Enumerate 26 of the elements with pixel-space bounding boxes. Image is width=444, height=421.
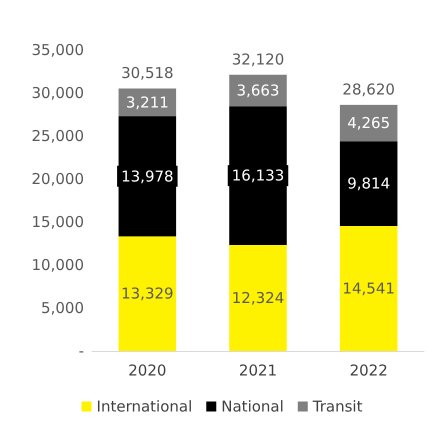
y-tick-label: 20,000 (32, 170, 84, 188)
y-tick-label: 10,000 (32, 256, 84, 274)
data-label: 12,324 (232, 289, 284, 308)
data-label: 3,211 (126, 93, 169, 112)
data-label: 14,541 (342, 279, 395, 298)
y-tick-label: 15,000 (32, 213, 84, 231)
y-tick-label: - (78, 342, 84, 360)
data-label: 9,814 (347, 174, 390, 193)
x-tick-label: 2021 (238, 362, 278, 380)
y-tick-label: 30,000 (32, 84, 84, 102)
x-tick-label: 2022 (350, 362, 388, 380)
data-label: 16,133 (232, 166, 284, 185)
y-tick-label: 25,000 (32, 127, 84, 145)
legend-label: Transit (312, 398, 363, 416)
x-tick-label: 2020 (128, 362, 166, 380)
data-label: 13,329 (121, 284, 174, 303)
total-label: 32,120 (232, 50, 284, 68)
legend-label: International (96, 398, 192, 416)
y-tick-label: 35,000 (32, 41, 84, 59)
total-label: 28,620 (342, 80, 395, 98)
y-tick-label: 5,000 (41, 299, 84, 317)
data-label: 4,265 (347, 114, 390, 132)
data-label: 3,663 (236, 82, 280, 100)
total-label: 30,518 (121, 64, 174, 82)
legend-label: National (221, 398, 284, 416)
data-label: 13,978 (121, 167, 174, 186)
